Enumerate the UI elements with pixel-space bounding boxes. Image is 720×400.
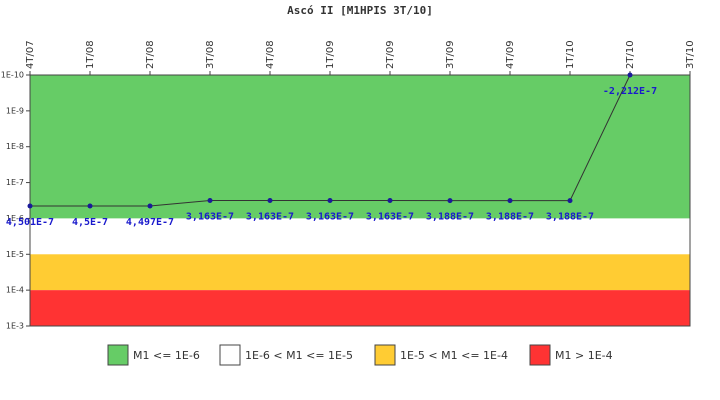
legend-label: 1E-5 < M1 <= 1E-4: [400, 349, 508, 362]
y-tick-label: 1E-9: [6, 106, 24, 115]
point: [327, 198, 333, 204]
legend-swatch: [107, 344, 129, 366]
x-tick-label: 2T/09: [385, 40, 396, 69]
data-label: 4,497E-7: [126, 217, 174, 228]
data-label: 3,188E-7: [426, 212, 474, 223]
point: [87, 203, 93, 209]
point: [627, 72, 633, 78]
data-label: 3,188E-7: [486, 212, 534, 223]
point: [27, 203, 33, 209]
y-tick-label: 1E-8: [6, 142, 24, 151]
data-label: 3,163E-7: [306, 212, 354, 223]
x-tick-label: 4T/07: [25, 40, 36, 69]
legend-swatch: [219, 344, 241, 366]
point: [567, 198, 573, 204]
x-tick-label: 2T/10: [625, 40, 636, 69]
legend-label: M1 > 1E-4: [555, 349, 613, 362]
plot-frame: [29, 74, 691, 327]
legend-swatch: [529, 344, 551, 366]
y-tick-label: 1E-5: [6, 250, 24, 259]
data-label: 3,163E-7: [246, 212, 294, 223]
data-label: 3,188E-7: [546, 212, 594, 223]
x-tick-label: 2T/08: [145, 40, 156, 69]
point: [267, 198, 273, 204]
y-tick-label: 1E-6: [6, 214, 24, 223]
point: [147, 203, 153, 209]
x-tick-label: 4T/08: [265, 40, 276, 69]
chart-title: Ascó II [M1HPIS 3T/10]: [287, 4, 433, 17]
data-label: 3,163E-7: [366, 212, 414, 223]
band: [30, 75, 690, 219]
legend-swatch: [374, 344, 396, 366]
x-tick-label: 3T/09: [445, 40, 456, 69]
y-tick-label: 1E-10: [1, 71, 24, 80]
point: [507, 198, 513, 204]
x-tick-label: 1T/10: [565, 40, 576, 69]
point: [207, 198, 213, 204]
band: [30, 290, 690, 326]
point: [387, 198, 393, 204]
x-tick-label: 1T/09: [325, 40, 336, 69]
y-tick-label: 1E-4: [6, 286, 24, 295]
legend-label: M1 <= 1E-6: [133, 349, 200, 362]
point: [447, 198, 453, 204]
x-tick-label: 3T/10: [685, 40, 696, 69]
x-tick-label: 3T/08: [205, 40, 216, 69]
data-label: 4,501E-7: [6, 217, 54, 228]
y-tick-label: 1E-7: [6, 178, 24, 187]
band: [30, 254, 690, 291]
x-tick-label: 4T/09: [505, 40, 516, 69]
data-label: 3,163E-7: [186, 212, 234, 223]
data-label: 4,5E-7: [72, 217, 108, 228]
x-tick-label: 1T/08: [85, 40, 96, 69]
y-tick-label: 1E-3: [6, 322, 24, 331]
band: [30, 218, 690, 255]
data-label: -2,212E-7: [603, 86, 657, 97]
legend-label: 1E-6 < M1 <= 1E-5: [245, 349, 353, 362]
